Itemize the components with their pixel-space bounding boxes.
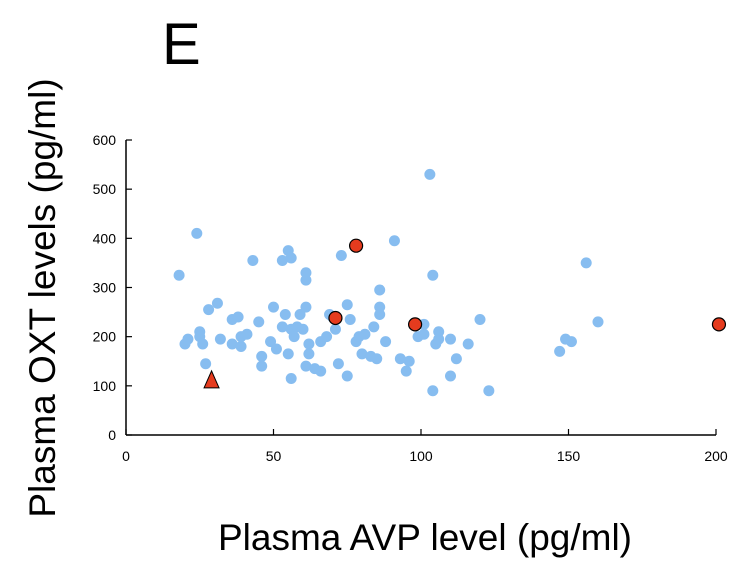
data-point bbox=[380, 336, 392, 348]
x-axis-title: Plasma AVP level (pg/ml) bbox=[218, 517, 632, 558]
data-point bbox=[344, 313, 356, 325]
data-point bbox=[300, 301, 312, 313]
data-point bbox=[197, 338, 209, 350]
data-point bbox=[282, 348, 294, 360]
data-point bbox=[265, 336, 277, 348]
data-point bbox=[332, 358, 344, 370]
data-point bbox=[191, 227, 203, 239]
data-point bbox=[279, 309, 291, 321]
data-point bbox=[450, 353, 462, 365]
data-point bbox=[211, 297, 223, 309]
data-point-highlight bbox=[349, 238, 364, 253]
y-tick-label: 300 bbox=[93, 280, 117, 296]
data-point bbox=[427, 385, 439, 397]
data-point bbox=[256, 360, 268, 372]
data-point-triangle bbox=[203, 369, 220, 389]
panel-letter: E bbox=[162, 12, 201, 77]
data-point bbox=[403, 355, 415, 367]
data-point bbox=[356, 348, 368, 360]
data-point bbox=[285, 372, 297, 384]
data-point bbox=[297, 323, 309, 335]
data-point bbox=[329, 323, 341, 335]
data-point bbox=[315, 365, 327, 377]
y-tick-label: 100 bbox=[93, 378, 117, 394]
x-tick-label: 0 bbox=[122, 448, 130, 464]
data-point bbox=[294, 309, 306, 321]
data-point bbox=[303, 348, 315, 360]
data-point bbox=[303, 338, 315, 350]
x-tick-label: 200 bbox=[704, 448, 728, 464]
data-point bbox=[173, 269, 185, 281]
data-point bbox=[335, 250, 347, 262]
data-point bbox=[203, 304, 215, 316]
data-point bbox=[554, 345, 566, 357]
data-point bbox=[214, 333, 226, 345]
x-ticks: 0 50 100 150 200 bbox=[122, 429, 728, 464]
y-tick-label: 0 bbox=[108, 427, 116, 443]
data-point bbox=[424, 168, 436, 180]
data-point bbox=[270, 343, 282, 355]
data-point-highlight bbox=[408, 317, 423, 332]
data-point bbox=[341, 299, 353, 311]
data-point-highlight bbox=[328, 310, 343, 326]
y-tick-label: 600 bbox=[93, 132, 117, 148]
data-point bbox=[462, 338, 474, 350]
data-point bbox=[388, 235, 400, 247]
data-point bbox=[483, 385, 495, 397]
y-tick-label: 200 bbox=[93, 329, 117, 345]
data-point bbox=[276, 254, 288, 266]
data-point bbox=[359, 328, 371, 340]
data-point bbox=[592, 316, 604, 328]
data-point bbox=[232, 311, 244, 323]
data-point bbox=[427, 269, 439, 281]
data-point bbox=[433, 326, 445, 338]
data-point bbox=[300, 274, 312, 286]
y-tick-label: 500 bbox=[93, 181, 117, 197]
y-ticks: 0 100 200 300 400 500 600 bbox=[93, 132, 132, 443]
data-point bbox=[253, 316, 265, 328]
x-tick-label: 50 bbox=[266, 448, 282, 464]
data-point bbox=[235, 341, 247, 352]
data-points bbox=[173, 168, 727, 397]
data-point bbox=[374, 309, 386, 321]
data-point bbox=[285, 252, 297, 264]
data-point bbox=[445, 333, 456, 345]
data-point bbox=[374, 284, 386, 296]
data-point bbox=[394, 353, 406, 365]
data-point bbox=[200, 358, 212, 370]
y-tick-label: 400 bbox=[93, 230, 117, 246]
data-point bbox=[182, 333, 194, 345]
data-point bbox=[371, 353, 383, 365]
data-point bbox=[268, 301, 279, 313]
data-point bbox=[226, 338, 238, 350]
data-point bbox=[445, 370, 456, 382]
x-tick-label: 100 bbox=[409, 448, 433, 464]
data-point bbox=[288, 331, 300, 343]
data-point bbox=[400, 365, 412, 377]
data-point bbox=[580, 257, 592, 269]
data-point bbox=[256, 350, 268, 362]
data-point bbox=[474, 313, 486, 325]
data-point bbox=[418, 328, 430, 340]
data-point bbox=[241, 328, 253, 340]
data-point bbox=[321, 331, 333, 343]
data-point bbox=[247, 254, 259, 266]
data-point bbox=[341, 370, 353, 382]
data-point bbox=[368, 321, 380, 333]
data-point bbox=[565, 336, 577, 348]
x-tick-label: 150 bbox=[557, 448, 581, 464]
data-point bbox=[300, 360, 312, 372]
data-point bbox=[276, 321, 288, 333]
data-point-highlight bbox=[711, 317, 727, 332]
y-axis-title: Plasma OXT levels (pg/ml) bbox=[22, 78, 63, 517]
